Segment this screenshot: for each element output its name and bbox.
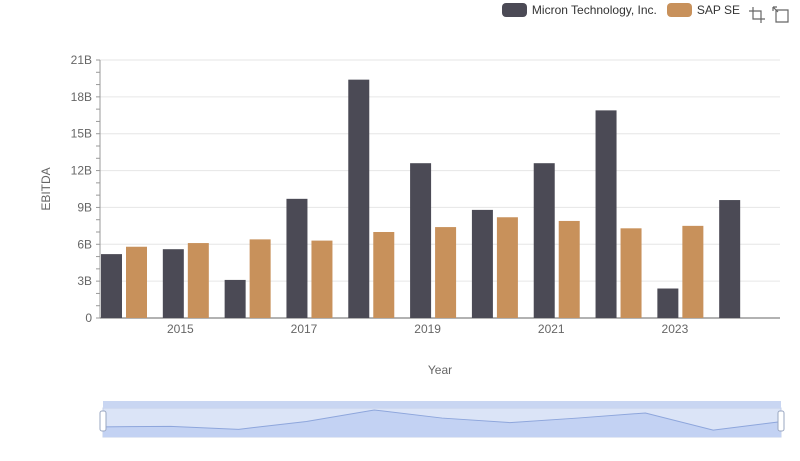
bar-sap-2015[interactable] — [187, 243, 209, 318]
slider-handle-right[interactable] — [777, 410, 785, 432]
x-tick-label: 2019 — [414, 322, 441, 336]
x-axis: 2015 2017 2019 2021 2023 — [100, 317, 780, 336]
bar-micron-2020[interactable] — [471, 209, 493, 318]
slider-drag-bar[interactable] — [103, 401, 781, 408]
bars — [101, 79, 741, 319]
bar-sap-2021[interactable] — [558, 220, 580, 318]
y-axis: 0 3B 6B 9B 12B 15B 18B 21B — [71, 53, 101, 325]
y-tick-label: 18B — [71, 90, 92, 104]
legend: Micron Technology, Inc. SAP SE — [492, 3, 740, 17]
legend-item-sap[interactable]: SAP SE — [666, 3, 740, 17]
bar-sap-2018[interactable] — [373, 232, 395, 318]
legend-label-sap: SAP SE — [696, 3, 740, 17]
bar-micron-2015[interactable] — [162, 249, 184, 318]
x-tick-label: 2023 — [662, 322, 689, 336]
bar-sap-2016[interactable] — [249, 239, 271, 318]
x-tick-label: 2017 — [291, 322, 318, 336]
y-tick-label: 9B — [77, 200, 92, 214]
x-tick-label: 2021 — [538, 322, 565, 336]
bar-sap-2017[interactable] — [311, 240, 333, 318]
slider-line — [102, 409, 782, 431]
bar-sap-2019[interactable] — [435, 227, 457, 318]
bar-sap-2020[interactable] — [496, 217, 518, 318]
legend-swatch-sap — [666, 3, 692, 17]
grid-lines — [100, 59, 780, 282]
bar-sap-2014[interactable] — [126, 246, 147, 318]
bar-sap-2022[interactable] — [620, 228, 642, 318]
data-zoom-slider[interactable] — [99, 401, 785, 438]
legend-swatch-micron — [501, 3, 527, 17]
legend-item-micron[interactable]: Micron Technology, Inc. — [501, 3, 657, 17]
bar-micron-2022[interactable] — [595, 110, 617, 318]
slider-area — [103, 410, 781, 437]
y-tick-label: 12B — [71, 164, 92, 178]
y-tick-label: 0 — [85, 311, 92, 325]
y-tick-label: 15B — [71, 127, 92, 141]
bar-micron-2019[interactable] — [410, 163, 432, 318]
toolbox — [742, 6, 790, 24]
x-tick-label: 2015 — [167, 322, 194, 336]
y-axis-label: EBITDA — [39, 167, 53, 210]
bar-micron-2023[interactable] — [657, 288, 679, 318]
x-axis-label: Year — [428, 363, 452, 377]
zoom-icon[interactable] — [748, 6, 766, 24]
bar-micron-2017[interactable] — [286, 198, 308, 318]
bar-micron-2014[interactable] — [101, 254, 122, 318]
legend-label-micron: Micron Technology, Inc. — [531, 3, 657, 17]
bar-sap-2023[interactable] — [682, 225, 704, 318]
bar-micron-2024[interactable] — [719, 200, 741, 318]
bar-micron-2016[interactable] — [224, 279, 246, 318]
y-tick-label: 3B — [77, 274, 92, 288]
y-tick-label: 6B — [77, 237, 92, 251]
bar-micron-2018[interactable] — [348, 79, 370, 319]
bar-micron-2021[interactable] — [533, 163, 555, 318]
y-tick-label: 21B — [71, 53, 92, 67]
slider-handle-left[interactable] — [99, 410, 107, 432]
restore-icon[interactable] — [772, 6, 790, 24]
